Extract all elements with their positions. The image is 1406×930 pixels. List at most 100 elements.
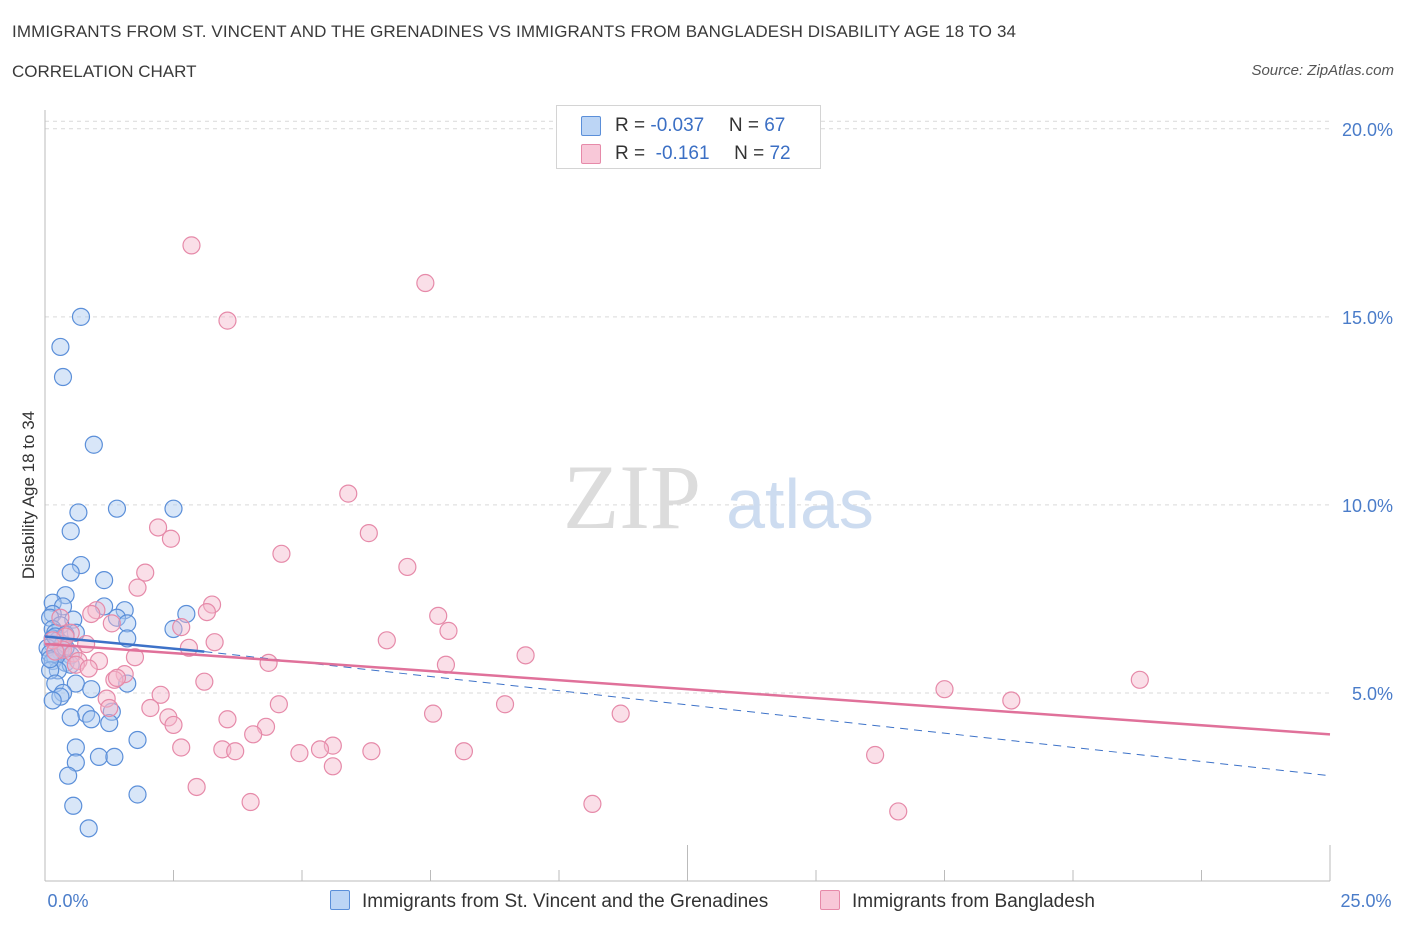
point-bangladesh: [141, 698, 160, 718]
point-vincent: [107, 608, 127, 627]
point-bangladesh: [172, 618, 191, 637]
point-bangladesh: [164, 715, 183, 735]
point-bangladesh: [259, 653, 278, 672]
x-tick-label: 0.0%: [47, 891, 88, 911]
point-bangladesh: [151, 685, 170, 704]
bottom-legend-vincent: Immigrants from St. Vincent and the Gren…: [330, 890, 768, 913]
legend-n-label: N =: [728, 115, 765, 136]
y-tick-label: 10.0%: [1342, 496, 1393, 516]
trend-vincent-dashed: [204, 651, 1331, 777]
point-bangladesh: [269, 695, 288, 714]
point-vincent: [95, 571, 114, 590]
point-vincent: [164, 499, 183, 518]
point-bangladesh: [889, 802, 908, 821]
point-bangladesh: [102, 614, 121, 633]
trend-lines: [44, 635, 1331, 777]
point-bangladesh: [172, 738, 191, 757]
point-bangladesh: [197, 602, 217, 622]
point-bangladesh: [125, 648, 145, 667]
point-bangladesh: [79, 659, 98, 678]
point-vincent: [71, 555, 91, 575]
point-bangladesh: [148, 518, 168, 537]
point-bangladesh: [241, 792, 260, 812]
point-bangladesh: [611, 704, 630, 723]
point-bangladesh: [195, 672, 214, 691]
point-bangladesh: [439, 621, 458, 640]
point-bangladesh: [244, 725, 263, 744]
legend-n-value: 67: [764, 115, 786, 136]
point-vincent: [61, 708, 80, 727]
point-bangladesh: [179, 638, 199, 657]
point-bangladesh: [377, 631, 396, 650]
point-bangladesh: [218, 311, 237, 330]
point-bangladesh: [46, 642, 65, 661]
point-vincent: [118, 614, 137, 633]
point-bangladesh: [323, 757, 342, 776]
point-bangladesh: [136, 563, 155, 582]
watermark-atlas: atlas: [726, 465, 874, 543]
bottom-legend-bangladesh: Immigrants from Bangladesh: [820, 890, 1095, 913]
point-vincent: [66, 738, 85, 757]
bottom-legend-swatch-blue: [330, 890, 350, 910]
point-vincent: [128, 730, 147, 750]
legend-r-label: R =: [615, 143, 651, 164]
chart-subtitle: CORRELATION CHART: [12, 62, 197, 81]
point-bangladesh: [187, 777, 206, 797]
point-bangladesh: [226, 742, 245, 761]
point-bangladesh: [205, 633, 224, 652]
point-bangladesh: [272, 544, 291, 563]
point-bangladesh: [182, 236, 201, 255]
gridlines: [45, 120, 1330, 694]
axes: [44, 110, 1331, 882]
point-vincent: [61, 522, 80, 541]
bottom-legend-label-bangladesh: Immigrants from Bangladesh: [852, 891, 1095, 912]
legend-n-value: 72: [769, 143, 791, 164]
point-bangladesh: [495, 695, 515, 714]
point-vincent: [107, 499, 127, 518]
point-vincent: [82, 680, 101, 699]
point-vincent: [84, 435, 103, 454]
point-bangladesh: [1002, 691, 1021, 710]
point-vincent: [105, 747, 124, 766]
point-bangladesh: [583, 794, 602, 814]
point-vincent: [64, 796, 83, 815]
point-bangladesh: [218, 710, 237, 729]
x-tick-label: 25.0%: [1340, 891, 1391, 911]
legend-swatch-pink: [581, 144, 601, 164]
point-vincent: [128, 785, 147, 804]
point-vincent: [100, 713, 119, 733]
series-vincent-points: [38, 307, 196, 838]
stats-legend: R = -0.037 N = 67 R = -0.161 N = 72: [556, 105, 821, 169]
legend-swatch-blue: [581, 116, 601, 136]
point-vincent: [79, 819, 98, 838]
point-bangladesh: [935, 680, 954, 699]
point-bangladesh: [429, 606, 448, 625]
point-bangladesh: [359, 524, 378, 543]
trend-vincent: [44, 635, 205, 653]
point-bangladesh: [362, 742, 381, 761]
point-bangladesh: [339, 484, 358, 503]
point-vincent: [59, 766, 78, 785]
tick-labels: 5.0% 10.0% 15.0% 20.0% 0.0% 25.0%: [47, 120, 1393, 911]
point-vincent: [53, 367, 73, 387]
point-bangladesh: [310, 740, 330, 759]
point-bangladesh: [107, 668, 127, 688]
watermark-zip: ZIP: [563, 446, 701, 548]
y-tick-label: 5.0%: [1352, 684, 1393, 704]
point-vincent: [89, 747, 109, 766]
point-bangladesh: [416, 273, 435, 293]
legend-r-value: -0.037: [650, 115, 705, 136]
legend-r-value: -0.161: [650, 143, 710, 164]
point-vincent: [61, 563, 80, 582]
chart-title: IMMIGRANTS FROM ST. VINCENT AND THE GREN…: [12, 22, 1017, 41]
point-bangladesh: [82, 604, 101, 624]
point-bangladesh: [398, 557, 417, 577]
bottom-legend-swatch-pink: [820, 890, 840, 910]
point-vincent: [77, 704, 96, 723]
point-bangladesh: [1130, 670, 1149, 689]
point-vincent: [69, 503, 88, 522]
watermark: ZIP atlas: [563, 446, 874, 548]
point-bangladesh: [866, 745, 885, 765]
bottom-legend-label-vincent: Immigrants from St. Vincent and the Gren…: [362, 891, 769, 912]
